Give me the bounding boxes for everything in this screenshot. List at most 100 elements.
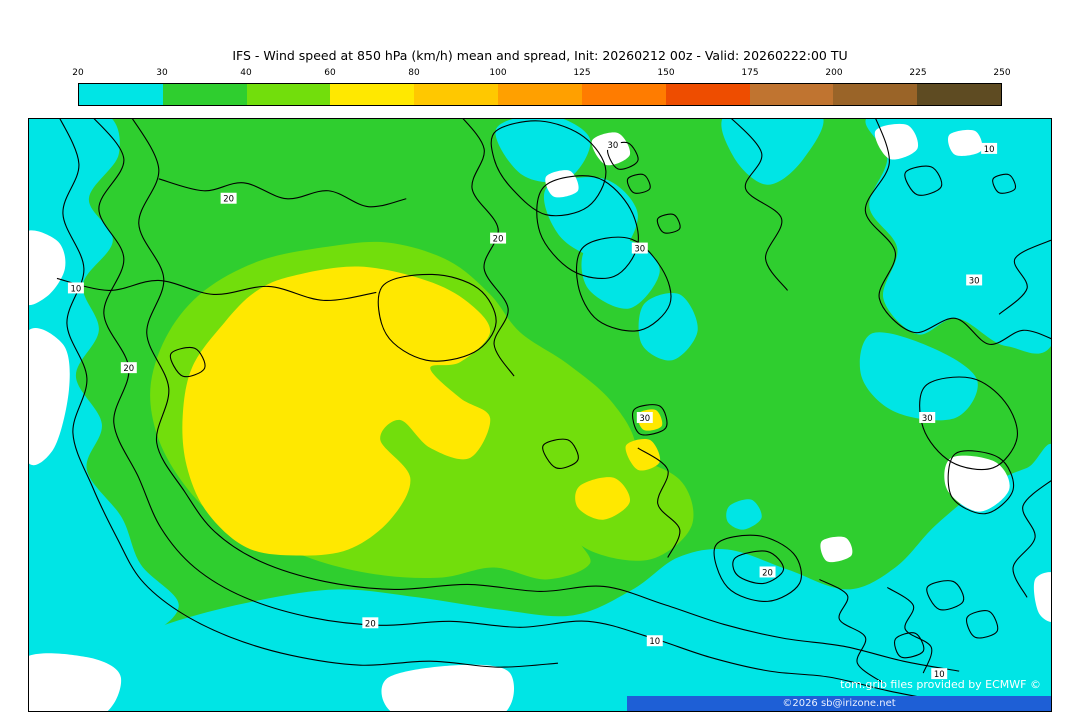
contour-label: 30 — [969, 275, 980, 285]
colorbar-tick-label: 20 — [72, 68, 84, 78]
spread-contour-line — [894, 632, 925, 659]
region-wind-20-30-scandinavia-c — [581, 239, 660, 309]
colorbar-segment — [79, 84, 163, 105]
region-wind-below-20-bottom-mid — [381, 664, 515, 711]
colorbar-tick-label: 80 — [408, 68, 420, 78]
contour-label-box — [67, 282, 84, 294]
region-wind-20-30-alps-spot — [726, 499, 762, 530]
contour-label-box — [759, 566, 776, 578]
region-wind-below-20-left-b — [29, 328, 70, 466]
spread-contour-line — [59, 119, 559, 668]
region-wind-below-20-scand-b — [545, 170, 579, 198]
colorbar-segment — [665, 84, 750, 105]
region-wind-below-20-south-a — [820, 536, 853, 563]
spread-contour-line — [637, 447, 681, 558]
region-wind-20-30-scandinavia-b — [543, 177, 638, 260]
region-wind-below-20-right-mid — [944, 455, 1010, 512]
chart-title: IFS - Wind speed at 850 hPa (km/h) mean … — [232, 48, 848, 63]
map-contours — [56, 119, 1051, 704]
region-wind-20-30-right-top — [865, 119, 1051, 354]
region-wind-20-30-left-band — [29, 119, 179, 703]
colorbar-segment — [162, 84, 247, 105]
spread-contour-line — [819, 578, 884, 684]
spread-contour-line — [919, 376, 1018, 471]
contour-label-box — [362, 617, 379, 629]
region-wind-20-30-right-mid — [859, 332, 978, 421]
colorbar-tick-label: 125 — [573, 68, 591, 78]
region-wind-60-80-main — [182, 266, 491, 556]
contour-label: 10 — [984, 144, 995, 154]
region-wind-60-80-spot-a — [575, 477, 631, 520]
contour-label-box — [120, 362, 137, 374]
region-wind-20-30-baltic — [638, 292, 698, 361]
region-wind-below-20-left-a — [29, 230, 66, 306]
contour-label-box — [604, 138, 621, 150]
contour-label: 20 — [365, 618, 376, 628]
colorbar-segment — [833, 84, 918, 105]
map-contour-labels: 30 30 20 10 20 20 10 30 30 10 30 20 10 20 — [67, 138, 998, 680]
spread-contour-line — [998, 239, 1051, 315]
region-wind-below-20-top-right-a — [874, 123, 919, 160]
spread-contour-line — [169, 346, 206, 378]
colorbar-segment — [498, 84, 582, 105]
colorbar-tick-label: 225 — [909, 68, 927, 78]
spread-contour-line — [542, 438, 579, 469]
spread-contour-line — [732, 550, 785, 585]
colorbar-segment — [330, 84, 415, 105]
colorbar-segment — [917, 84, 1001, 105]
spread-contour-line — [887, 586, 933, 674]
contour-label-box — [631, 242, 648, 254]
contour-label-box — [220, 192, 237, 204]
region-wind-20-30-scandinavia-a — [495, 119, 591, 183]
watermark-provider: tom.grib files provided by ECMWF © — [840, 678, 1041, 691]
contour-label-box — [636, 412, 653, 423]
colorbar-tick-label: 175 — [741, 68, 759, 78]
spread-contour-line — [158, 178, 407, 208]
spread-contour-line — [904, 165, 943, 196]
spread-contour-line — [966, 610, 999, 639]
colorbar-tick-label: 250 — [993, 68, 1011, 78]
colorbar-segment — [246, 84, 331, 105]
spread-contour-line — [93, 119, 952, 704]
spread-contour-line — [607, 141, 639, 170]
colorbar-segment — [414, 84, 499, 105]
contour-label-box — [919, 412, 936, 423]
contour-label: 30 — [634, 244, 645, 254]
spread-contour-line — [713, 534, 802, 602]
contour-label-box — [981, 142, 998, 154]
contour-label: 20 — [223, 194, 234, 204]
contour-label: 20 — [762, 567, 773, 577]
spread-contour-line — [490, 120, 607, 217]
watermark-copyright: ©2026 sb@irizone.net — [627, 696, 1051, 711]
spread-contour-line — [864, 119, 1051, 345]
colorbar-ticks: 20 30 40 60 80 100 125 150 175 200 225 250 — [72, 67, 1010, 80]
spread-contour-line — [626, 173, 651, 194]
contour-label: 30 — [922, 413, 933, 423]
contour-label-box — [646, 635, 663, 647]
map-regions — [29, 119, 1051, 711]
map-frame: 30 30 20 10 20 20 10 30 30 10 30 20 10 20 tom.grib fi… — [28, 118, 1052, 712]
region-wind-20-30-top-mid — [721, 119, 824, 185]
spread-contour-line — [656, 213, 681, 234]
spread-contour-line — [947, 450, 1015, 515]
contour-label: 10 — [649, 636, 660, 646]
colorbar-tick-label: 100 — [489, 68, 507, 78]
colorbar-segment — [749, 84, 834, 105]
region-wind-below-20-bottom-left — [29, 653, 122, 711]
region-wind-below-20-top-right-b — [948, 129, 983, 156]
weather-map-svg: 30 30 20 10 20 20 10 30 30 10 30 20 10 20 — [29, 119, 1051, 711]
spread-contour-line — [131, 119, 960, 672]
colorbar-tick-label: 200 — [825, 68, 843, 78]
spread-contour-line — [377, 273, 497, 362]
contour-label-box — [490, 232, 507, 244]
colorbar — [78, 83, 1002, 106]
contour-label: 30 — [639, 413, 650, 423]
colorbar-tick-label: 60 — [324, 68, 336, 78]
contour-label-box — [931, 668, 948, 680]
contour-label: 10 — [71, 283, 82, 293]
spread-contour-line — [632, 404, 668, 436]
contour-label: 20 — [493, 234, 504, 244]
colorbar-tick-label: 150 — [657, 68, 675, 78]
colorbar-tick-label: 40 — [240, 68, 252, 78]
